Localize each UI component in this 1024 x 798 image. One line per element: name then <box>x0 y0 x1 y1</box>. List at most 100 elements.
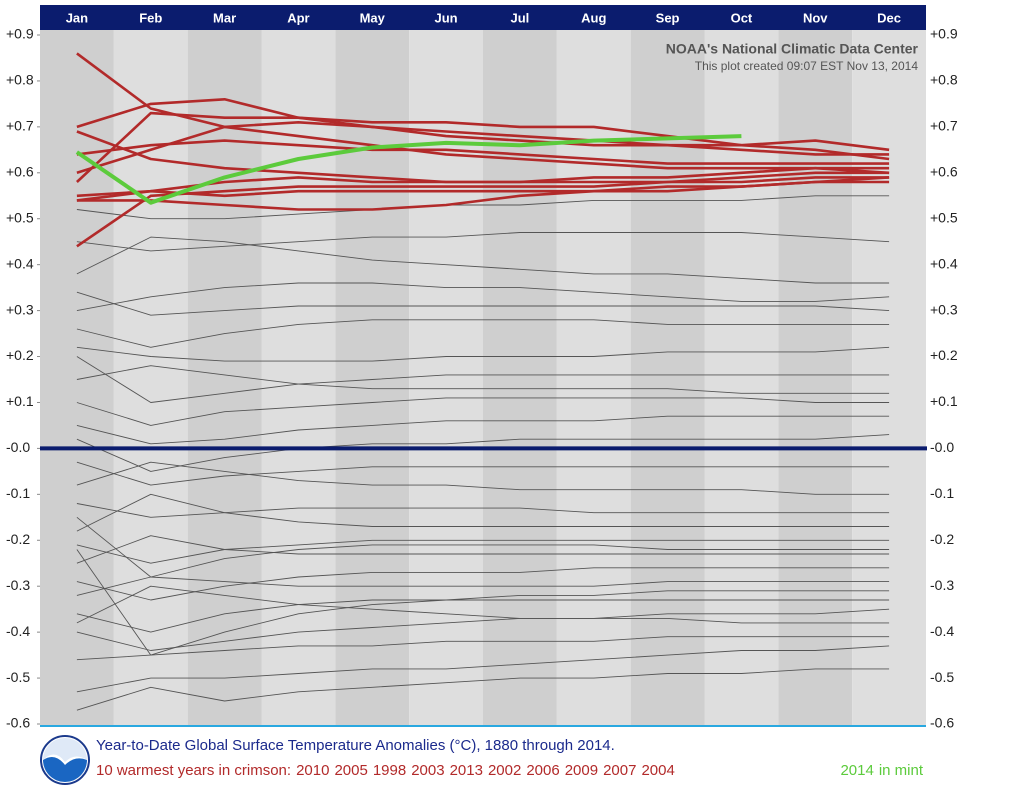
y-tick-label: -0.1 <box>6 485 30 501</box>
warm-year-line <box>76 139 890 165</box>
other-year-line <box>76 503 890 518</box>
legend-entry: 2010 <box>296 762 329 779</box>
y2-tick-label: -0.2 <box>930 531 954 547</box>
highlight-years <box>75 52 890 248</box>
y-tick-label: +0.3 <box>6 301 34 317</box>
month-label: Feb <box>139 10 162 25</box>
other-years <box>40 195 927 727</box>
month-label: Dec <box>877 10 901 25</box>
month-label: Apr <box>287 10 309 25</box>
other-year-line <box>76 608 890 651</box>
other-year-line <box>76 195 890 220</box>
y2-tick-label: -0.4 <box>930 623 954 639</box>
y-tick-label: -0.5 <box>6 669 30 685</box>
y-tick-label: +0.4 <box>6 255 34 271</box>
month-band <box>556 30 631 726</box>
y2-tick-label: -0.3 <box>930 577 954 593</box>
month-label: Aug <box>581 10 606 25</box>
mint-note: 2014 in mint <box>840 762 923 779</box>
month-header <box>40 5 926 30</box>
month-label: Nov <box>803 10 828 25</box>
y2-tick-label: +0.2 <box>930 347 958 363</box>
month-label: Sep <box>656 10 680 25</box>
other-year-line <box>76 645 890 693</box>
y-tick-label: -0.6 <box>6 715 30 731</box>
month-band <box>852 30 926 726</box>
other-year-line <box>76 636 890 661</box>
month-band <box>261 30 336 726</box>
y2-tick-label: +0.3 <box>930 301 958 317</box>
other-year-line <box>76 365 890 394</box>
other-year-line <box>76 291 890 316</box>
y-tick-label: -0.0 <box>6 439 30 455</box>
other-year-line <box>76 585 890 624</box>
warm-year-line <box>76 130 890 184</box>
warm-year-line <box>76 52 890 175</box>
month-label: Jul <box>511 10 530 25</box>
legend-entry: 2014 <box>840 762 873 779</box>
other-year-line <box>76 539 890 564</box>
y2-tick-label: -0.0 <box>930 439 954 455</box>
y2-tick-label: +0.6 <box>930 164 958 180</box>
other-year-line <box>76 232 890 252</box>
legend-entry: 2004 <box>641 762 674 779</box>
month-band <box>113 30 188 726</box>
chart-title: Year-to-Date Global Surface Temperature … <box>96 737 615 754</box>
current-year-line <box>75 134 742 205</box>
month-label: Jan <box>66 10 88 25</box>
other-year-line <box>76 549 890 656</box>
legend-entry: 2006 <box>526 762 559 779</box>
y2-tick-label: +0.1 <box>930 393 958 409</box>
legend-entry: 2007 <box>603 762 636 779</box>
caption-prefix: 10 warmest years in crimson: <box>96 762 291 779</box>
credit: NOAA's National Climatic Data Center <box>666 41 919 57</box>
y-tick-label: +0.6 <box>6 164 34 180</box>
y-tick-label: +0.9 <box>6 26 34 42</box>
other-year-line <box>76 576 890 596</box>
other-year-line <box>76 346 890 362</box>
y2-tick-label: -0.5 <box>930 669 954 685</box>
month-label: Mar <box>213 10 236 25</box>
y2-tick-label: -0.6 <box>930 715 954 731</box>
y2-tick-label: -0.1 <box>930 485 954 501</box>
other-year-line <box>76 493 890 532</box>
y-tick-label: -0.2 <box>6 531 30 547</box>
other-year-line <box>76 397 890 426</box>
caption: 10 warmest years in crimson: 2010 2005 1998… <box>96 762 675 779</box>
month-band <box>40 30 114 726</box>
noaa-logo <box>40 735 90 785</box>
month-band <box>778 30 853 726</box>
y2-tick-label: +0.4 <box>930 255 958 271</box>
y2-tick-label: +0.8 <box>930 72 958 88</box>
legend-entry: 2002 <box>488 762 521 779</box>
warm-year-line <box>76 180 890 202</box>
other-year-line <box>76 567 890 601</box>
other-year-line <box>76 461 890 495</box>
other-year-line <box>76 599 890 633</box>
other-year-line <box>76 356 890 403</box>
month-label: Oct <box>731 10 753 25</box>
legend-entry: 2013 <box>450 762 483 779</box>
y2-tick-label: +0.9 <box>930 26 958 42</box>
other-year-line <box>76 516 890 578</box>
warm-year-line <box>76 98 890 152</box>
month-label: May <box>360 10 386 25</box>
legend-entry: 1998 <box>373 762 406 779</box>
other-year-line <box>76 282 890 312</box>
other-year-line <box>76 415 890 445</box>
month-band <box>630 30 705 726</box>
y-tick-label: +0.2 <box>6 347 34 363</box>
legend-entry: 2003 <box>411 762 444 779</box>
y-tick-label: +0.8 <box>6 72 34 88</box>
y2-tick-label: +0.7 <box>930 118 958 134</box>
y-tick-label: -0.4 <box>6 623 30 639</box>
created-note: This plot created 09:07 EST Nov 13, 2014 <box>695 59 919 73</box>
y-tick-label: +0.5 <box>6 209 34 225</box>
other-year-line <box>76 461 890 486</box>
y2-tick-label: +0.5 <box>930 209 958 225</box>
y-tick-label: +0.7 <box>6 118 34 134</box>
warm-year-line <box>76 121 890 175</box>
warm-year-line <box>76 176 890 248</box>
other-year-line <box>76 319 890 348</box>
